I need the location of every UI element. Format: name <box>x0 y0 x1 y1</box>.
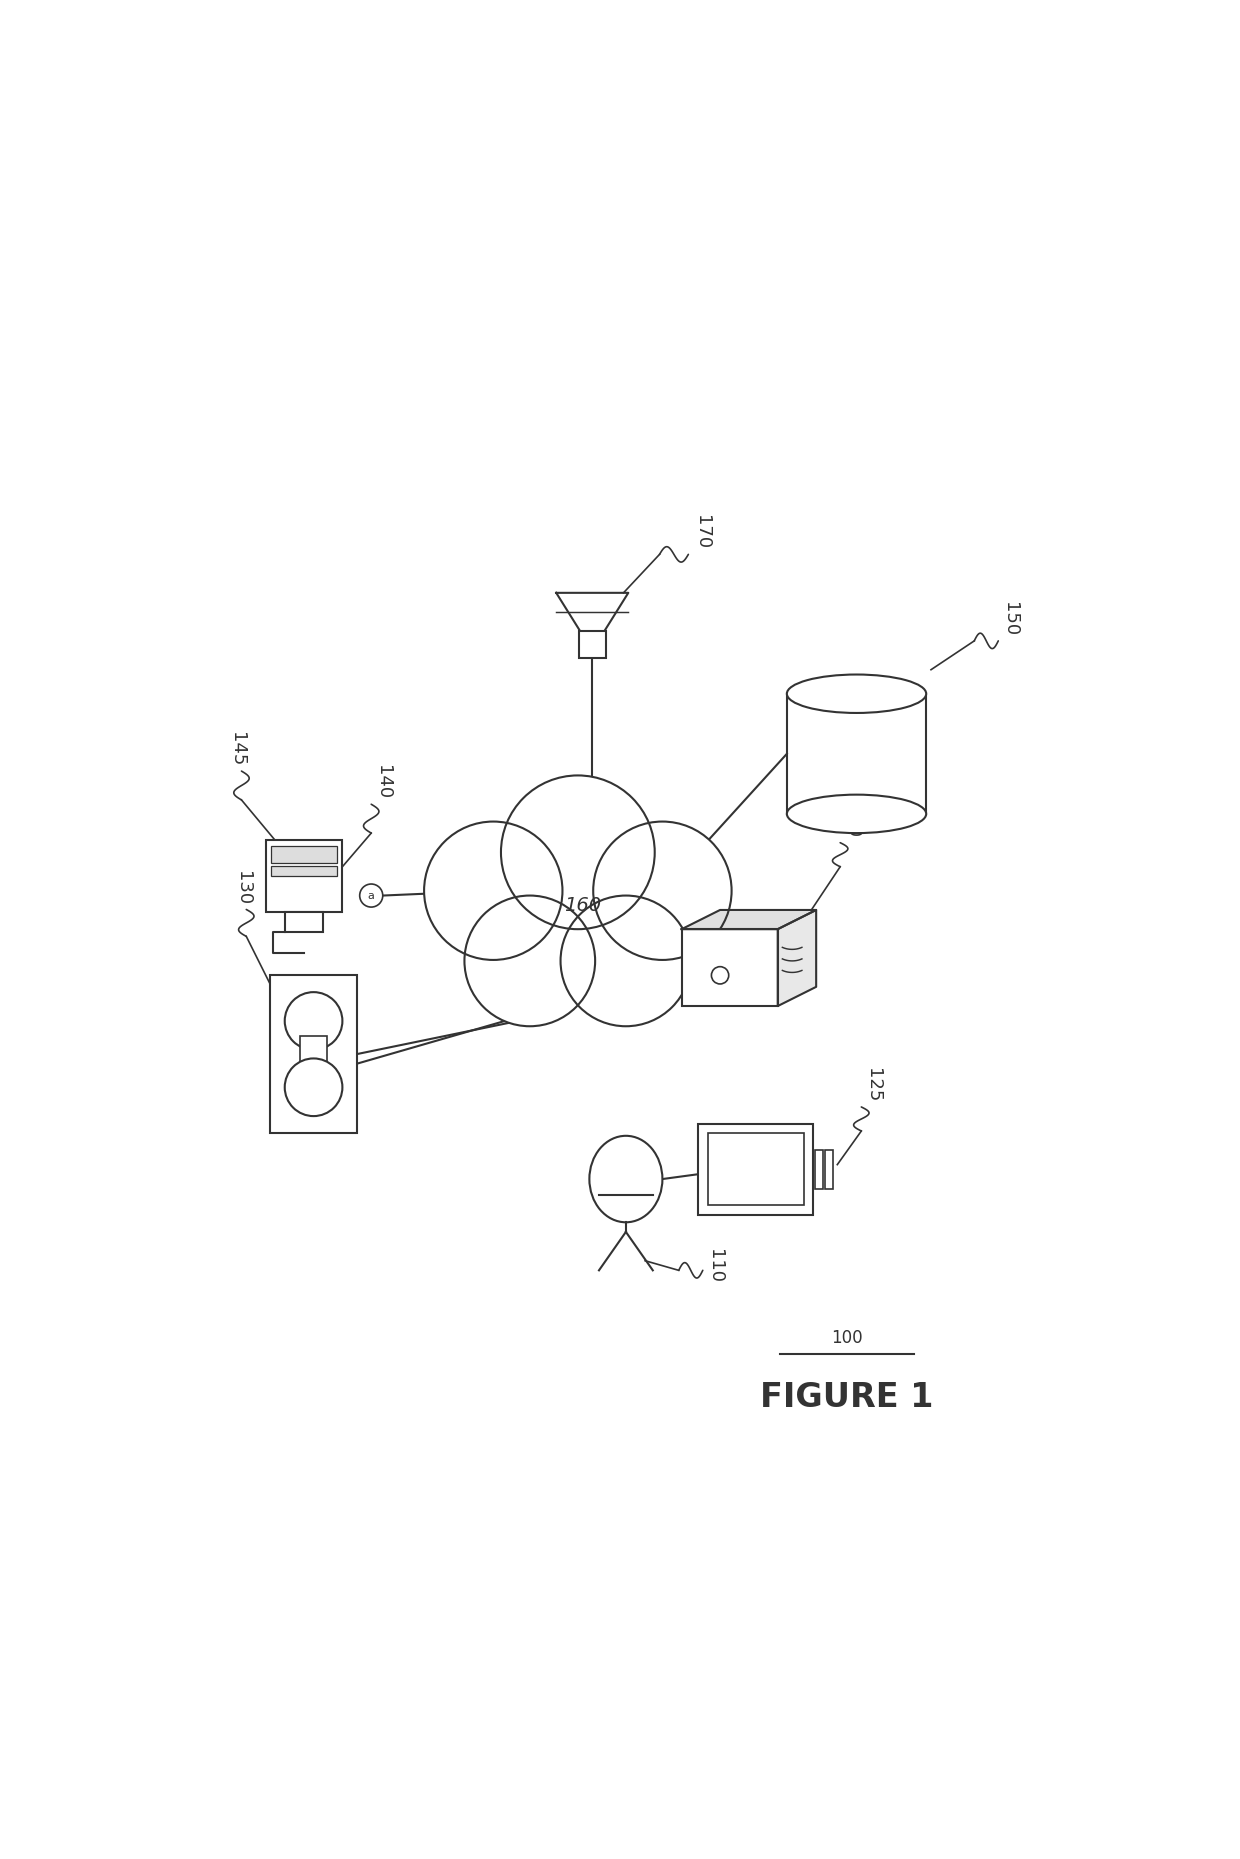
Circle shape <box>285 1058 342 1115</box>
Text: 170: 170 <box>693 515 712 550</box>
Circle shape <box>424 822 563 959</box>
Text: 145: 145 <box>228 732 246 766</box>
Text: 140: 140 <box>374 766 392 799</box>
Text: 150: 150 <box>1001 602 1019 636</box>
Bar <box>682 930 777 1006</box>
Circle shape <box>560 896 691 1026</box>
Text: a: a <box>368 890 374 900</box>
Circle shape <box>501 775 655 930</box>
Ellipse shape <box>787 675 926 714</box>
Bar <box>270 974 357 1134</box>
Bar <box>825 1151 832 1188</box>
Text: FIGURE 1: FIGURE 1 <box>760 1381 934 1415</box>
Bar <box>272 846 336 863</box>
Text: 130: 130 <box>234 870 253 905</box>
Text: 160: 160 <box>564 896 601 915</box>
Bar <box>272 866 336 876</box>
Ellipse shape <box>787 794 926 833</box>
Circle shape <box>285 993 342 1050</box>
Bar <box>300 1035 327 1063</box>
Text: 110: 110 <box>706 1249 724 1283</box>
Bar <box>698 1125 813 1216</box>
Bar <box>579 632 605 658</box>
Bar <box>708 1134 804 1205</box>
Text: 125: 125 <box>864 1067 882 1102</box>
Bar <box>815 1151 823 1188</box>
Bar <box>265 840 342 913</box>
Text: 100: 100 <box>831 1329 863 1348</box>
Polygon shape <box>682 909 816 930</box>
Circle shape <box>465 896 595 1026</box>
Bar <box>285 913 324 931</box>
Polygon shape <box>777 909 816 1006</box>
Ellipse shape <box>589 1136 662 1221</box>
Text: 120: 120 <box>843 803 861 838</box>
Circle shape <box>712 967 729 983</box>
Circle shape <box>360 885 383 907</box>
Circle shape <box>593 822 732 959</box>
